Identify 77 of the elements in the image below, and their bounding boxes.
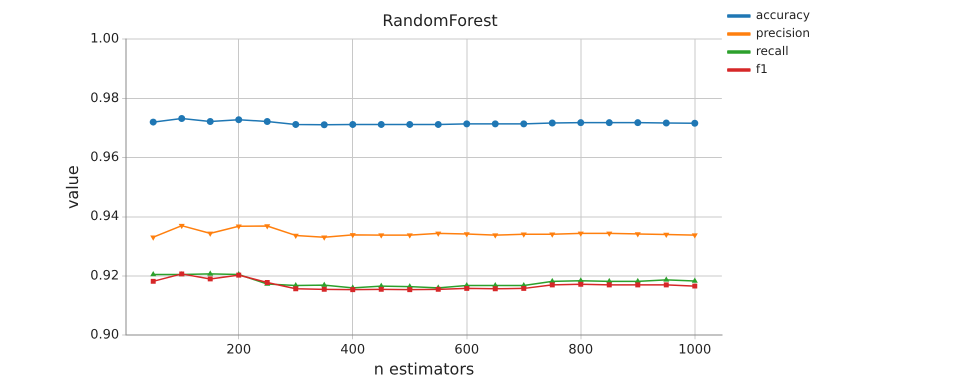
y-tick-label: 0.94 xyxy=(90,209,120,224)
point xyxy=(150,271,156,276)
point xyxy=(691,120,698,127)
point xyxy=(492,120,499,128)
point xyxy=(578,282,584,287)
y-tick-label: 0.92 xyxy=(90,268,120,284)
x-tick-label: 400 xyxy=(340,342,366,358)
point xyxy=(350,233,356,238)
y-axis-title: value xyxy=(62,165,82,210)
point xyxy=(463,120,470,128)
point xyxy=(520,232,527,238)
x-tick-label: 600 xyxy=(454,342,480,358)
point xyxy=(321,235,328,241)
legend-label: recall xyxy=(756,44,789,58)
point xyxy=(378,120,385,128)
point xyxy=(264,224,270,230)
point xyxy=(606,282,612,288)
point xyxy=(635,282,640,288)
point xyxy=(322,286,327,292)
point xyxy=(664,282,669,288)
point xyxy=(207,270,214,276)
point xyxy=(406,233,413,239)
point xyxy=(577,119,584,126)
point xyxy=(349,120,356,128)
y-tick-label: 1.00 xyxy=(90,32,120,47)
point xyxy=(606,119,613,126)
point xyxy=(407,287,412,292)
point xyxy=(663,232,670,238)
point xyxy=(692,233,698,239)
legend-label: precision xyxy=(756,26,810,40)
point xyxy=(521,286,526,291)
point xyxy=(520,120,528,128)
legend-label: accuracy xyxy=(756,8,810,22)
point xyxy=(662,119,670,126)
point xyxy=(378,233,384,239)
point xyxy=(236,224,242,230)
point xyxy=(464,232,470,238)
chart-title: RandomForest xyxy=(382,10,498,30)
x-tick-label: 200 xyxy=(226,342,252,358)
point xyxy=(435,232,442,237)
point xyxy=(692,278,698,283)
point xyxy=(150,278,156,284)
point xyxy=(206,118,214,125)
point xyxy=(434,120,442,128)
point xyxy=(350,287,356,292)
point xyxy=(550,282,555,288)
point xyxy=(178,224,185,230)
point xyxy=(321,282,328,287)
point xyxy=(208,276,213,282)
point xyxy=(492,233,498,239)
point xyxy=(320,121,328,128)
point xyxy=(207,232,214,237)
point xyxy=(178,115,186,122)
point xyxy=(606,232,612,237)
point xyxy=(548,119,556,126)
point xyxy=(436,286,441,292)
point xyxy=(406,120,414,128)
y-tick-label: 0.96 xyxy=(90,150,120,165)
point xyxy=(549,232,556,238)
point xyxy=(464,286,470,291)
point xyxy=(292,234,299,239)
point xyxy=(264,118,271,125)
point xyxy=(634,232,641,238)
point xyxy=(235,116,242,124)
y-tick-label: 0.90 xyxy=(90,328,120,343)
point xyxy=(692,284,698,289)
y-tick-label: 0.98 xyxy=(90,90,120,106)
legend-label: f1 xyxy=(756,62,768,76)
point xyxy=(663,276,670,282)
x-axis-title: n estimators xyxy=(374,360,474,379)
point xyxy=(292,120,300,128)
x-tick-label: 800 xyxy=(568,342,594,358)
point xyxy=(150,118,157,126)
point xyxy=(578,232,584,237)
point xyxy=(634,119,642,126)
point xyxy=(378,286,384,292)
x-tick-label: 1000 xyxy=(678,342,712,358)
